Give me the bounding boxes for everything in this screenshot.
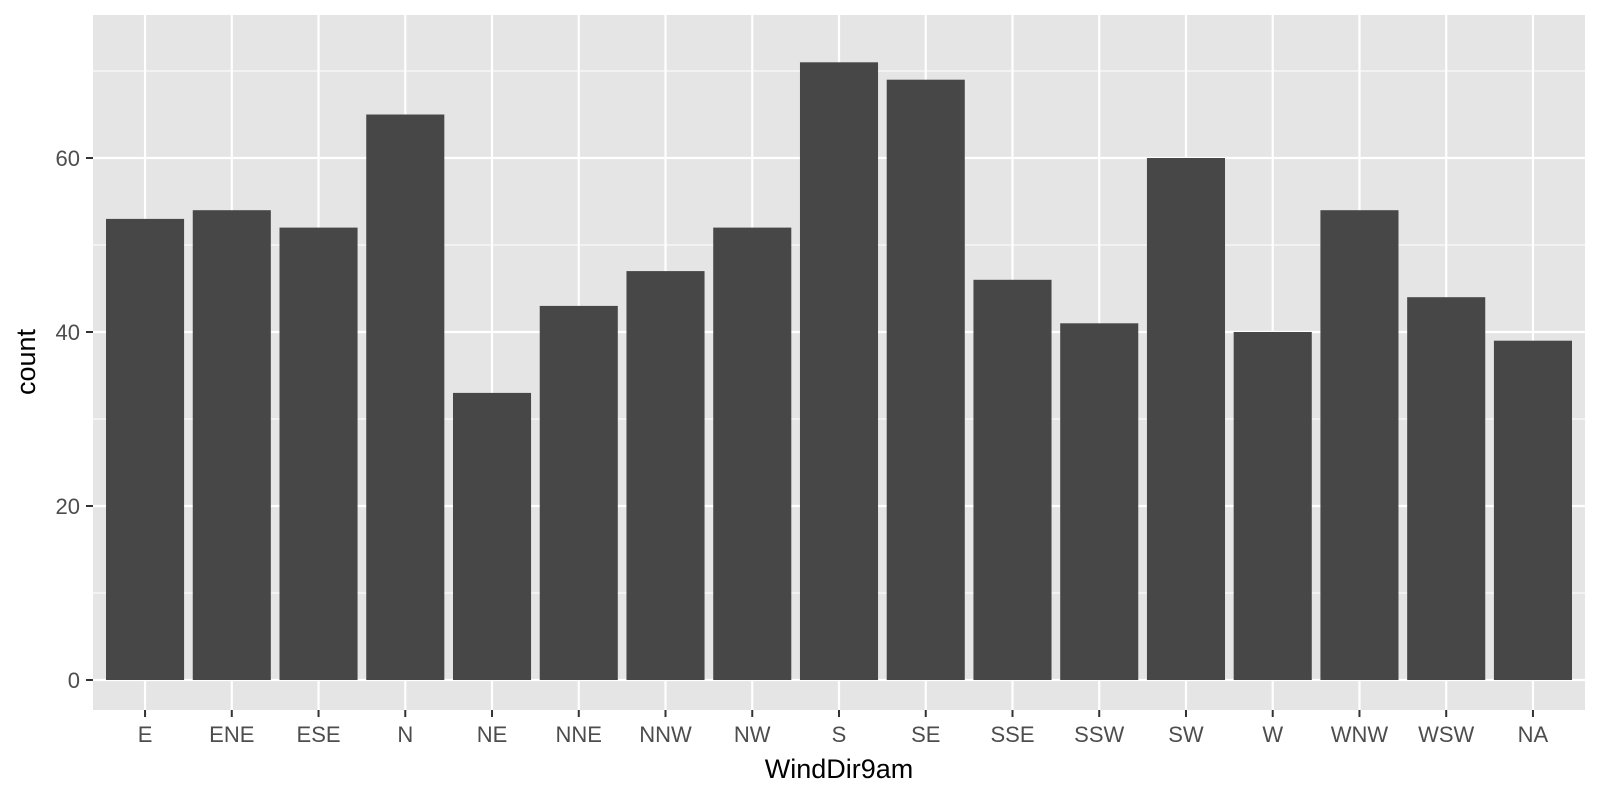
- y-tick-label: 40: [56, 320, 80, 345]
- bar-se: [886, 79, 965, 680]
- bar-ssw: [1060, 323, 1139, 680]
- y-axis: 0 20 40 60: [56, 146, 93, 693]
- bars: [106, 62, 1572, 681]
- x-tick-label: ESE: [297, 722, 341, 747]
- y-tick-label: 60: [56, 146, 80, 171]
- bar-w: [1233, 332, 1312, 680]
- bar-nw: [713, 227, 792, 680]
- x-axis: E ENE ESE N NE NNE NNW NW S SE SSE SSW SW W WNW WSW NA: [138, 710, 1549, 747]
- bar-na: [1493, 340, 1572, 680]
- bar-ese: [279, 227, 358, 680]
- x-tick-label: E: [138, 722, 153, 747]
- bar-wnw: [1320, 210, 1399, 680]
- bar-sw: [1146, 158, 1226, 680]
- bar-s: [799, 62, 879, 681]
- x-axis-title: WindDir9am: [765, 754, 914, 784]
- x-tick-label: SSW: [1074, 722, 1124, 747]
- x-tick-label: NW: [734, 722, 771, 747]
- x-tick-label: NE: [477, 722, 508, 747]
- x-tick-label: W: [1262, 722, 1283, 747]
- x-tick-label: NA: [1518, 722, 1549, 747]
- x-tick-label: WSW: [1418, 722, 1474, 747]
- x-tick-label: SE: [911, 722, 940, 747]
- bar-sse: [973, 279, 1052, 680]
- bar-ne: [452, 392, 532, 680]
- bar-n: [366, 114, 445, 680]
- y-tick-label: 0: [68, 668, 80, 693]
- x-tick-label: SSE: [990, 722, 1034, 747]
- x-tick-label: SW: [1168, 722, 1204, 747]
- bar-wsw: [1407, 297, 1486, 680]
- y-axis-title: count: [11, 328, 41, 395]
- x-tick-label: ENE: [209, 722, 254, 747]
- x-tick-label: NNW: [639, 722, 692, 747]
- bar-e: [106, 218, 185, 680]
- bar-ene: [192, 210, 271, 680]
- x-tick-label: WNW: [1331, 722, 1389, 747]
- y-tick-label: 20: [56, 494, 80, 519]
- bar-nne: [539, 305, 618, 680]
- x-tick-label: S: [832, 722, 847, 747]
- bar-nnw: [626, 271, 705, 680]
- x-tick-label: NNE: [556, 722, 602, 747]
- x-tick-label: N: [397, 722, 413, 747]
